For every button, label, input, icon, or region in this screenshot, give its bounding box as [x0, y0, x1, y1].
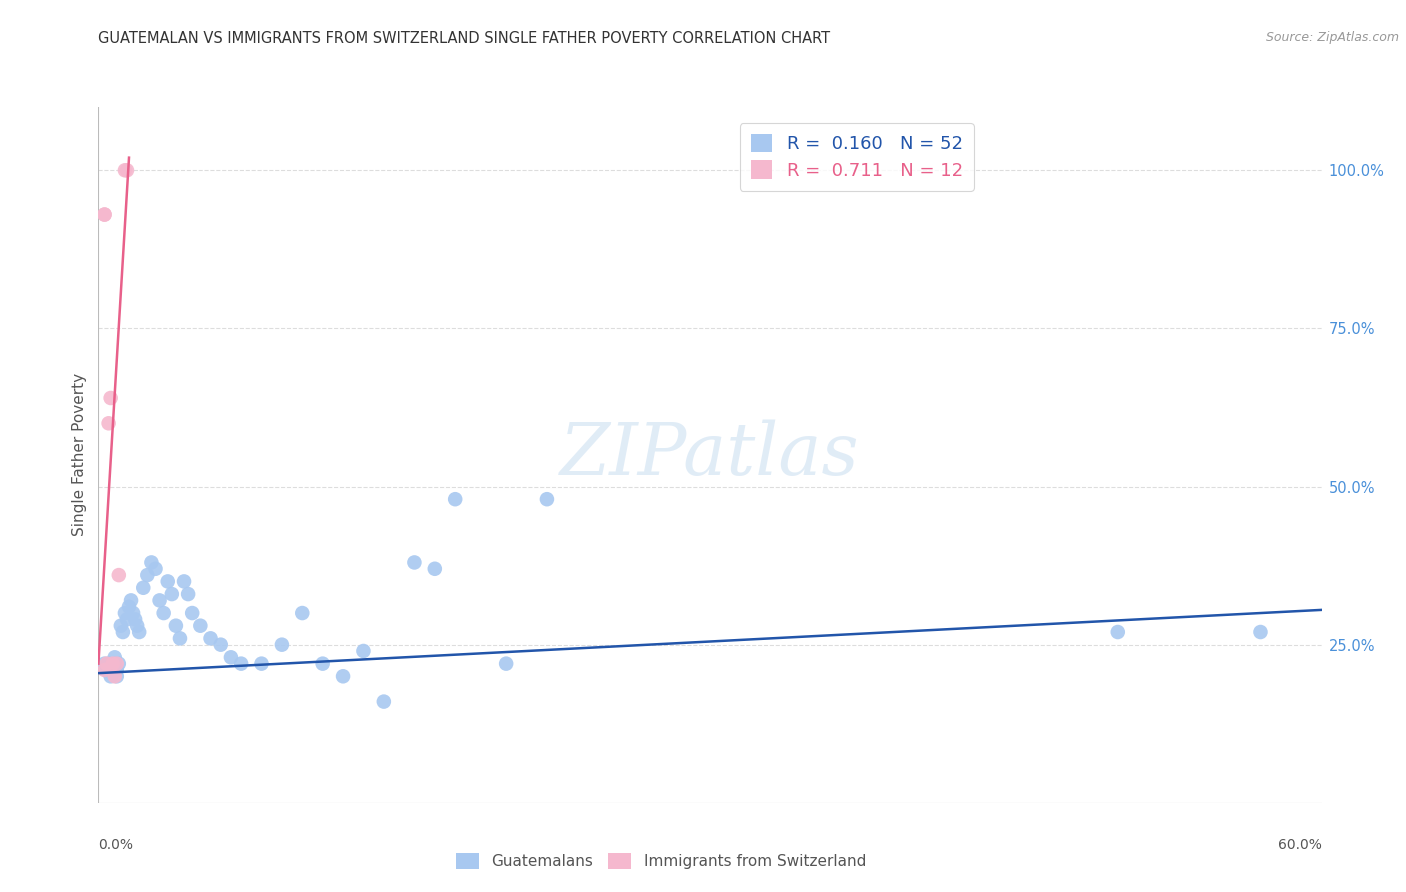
Point [93, 208, 115, 222]
Point [114, 606, 136, 620]
Point [96, 657, 118, 671]
Point [108, 568, 131, 582]
Point [97, 657, 120, 671]
Point [200, 632, 222, 646]
Text: GUATEMALAN VS IMMIGRANTS FROM SWITZERLAND SINGLE FATHER POVERTY CORRELATION CHAR: GUATEMALAN VS IMMIGRANTS FROM SWITZERLAN… [98, 31, 831, 46]
Point [101, 663, 124, 677]
Point [122, 606, 145, 620]
Point [97, 417, 120, 431]
Legend: Guatemalans, Immigrants from Switzerland: Guatemalans, Immigrants from Switzerland [450, 847, 872, 875]
Point [93, 657, 115, 671]
Point [108, 657, 131, 671]
Point [105, 669, 128, 683]
Point [136, 568, 159, 582]
Point [149, 593, 172, 607]
Point [93, 663, 115, 677]
Point [404, 556, 426, 570]
Point [105, 657, 128, 671]
Point [100, 669, 122, 683]
Point [270, 638, 294, 652]
Point [111, 625, 134, 640]
Y-axis label: Single Father Poverty: Single Father Poverty [72, 374, 87, 536]
Text: 0.0%: 0.0% [98, 838, 134, 852]
Point [1249, 625, 1271, 640]
Point [209, 638, 232, 652]
Point [231, 657, 253, 671]
Point [536, 492, 558, 507]
Point [312, 657, 335, 671]
Point [352, 644, 374, 658]
Point [93, 208, 115, 222]
Point [101, 657, 124, 671]
Point [141, 556, 163, 570]
Point [104, 657, 127, 671]
Point [188, 618, 212, 632]
Point [124, 612, 146, 626]
Point [291, 606, 314, 620]
Point [165, 618, 187, 632]
Point [104, 650, 127, 665]
Point [110, 618, 132, 632]
Point [373, 695, 395, 709]
Point [332, 669, 354, 683]
Text: ZIPatlas: ZIPatlas [560, 419, 860, 491]
Point [104, 669, 127, 683]
Text: Source: ZipAtlas.com: Source: ZipAtlas.com [1265, 31, 1399, 45]
Point [160, 587, 183, 601]
Point [423, 562, 446, 576]
Point [115, 612, 138, 626]
Point [152, 606, 174, 620]
Point [156, 574, 179, 589]
Point [100, 391, 122, 405]
Point [132, 581, 155, 595]
Point [181, 606, 204, 620]
Point [219, 650, 242, 665]
Point [169, 632, 191, 646]
Point [128, 625, 150, 640]
Point [120, 593, 142, 607]
Point [444, 492, 467, 507]
Point [96, 663, 118, 677]
Point [173, 574, 195, 589]
Point [114, 163, 136, 178]
Point [118, 599, 141, 614]
Point [1107, 625, 1129, 640]
Point [177, 587, 200, 601]
Point [250, 657, 273, 671]
Point [145, 562, 167, 576]
Point [115, 163, 138, 178]
Text: 60.0%: 60.0% [1278, 838, 1322, 852]
Point [105, 663, 128, 677]
Point [127, 618, 149, 632]
Point [495, 657, 517, 671]
